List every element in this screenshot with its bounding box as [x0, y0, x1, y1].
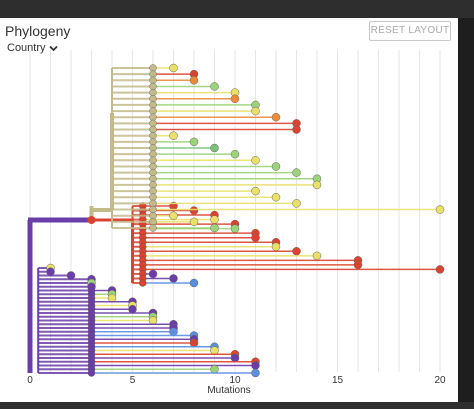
tree-node[interactable] — [149, 150, 157, 158]
x-tick-label: 20 — [434, 375, 446, 384]
tip-node[interactable] — [107, 293, 117, 303]
tip-node[interactable] — [189, 278, 199, 288]
tree-node[interactable] — [149, 218, 157, 226]
tip-node[interactable] — [210, 223, 219, 233]
x-tick-label: 5 — [130, 375, 136, 384]
tip-node[interactable] — [251, 106, 260, 116]
tree-node[interactable] — [87, 216, 96, 224]
tree-node[interactable] — [149, 211, 157, 220]
reset-layout-button[interactable]: RESET LAYOUT — [369, 21, 451, 41]
tip-node[interactable] — [169, 327, 178, 336]
tree-node[interactable] — [149, 181, 157, 189]
tip-node[interactable] — [169, 63, 178, 73]
tip-node[interactable] — [210, 143, 219, 153]
tree-node[interactable] — [149, 131, 157, 140]
tip-node[interactable] — [169, 131, 178, 140]
tip-node[interactable] — [189, 76, 199, 85]
tip-node[interactable] — [169, 211, 178, 220]
tree-node[interactable] — [149, 199, 157, 208]
tip-node[interactable] — [271, 192, 281, 202]
tree-node[interactable] — [149, 162, 157, 171]
tree-node[interactable] — [149, 76, 157, 85]
tip-node[interactable] — [169, 274, 178, 283]
tip-node[interactable] — [189, 206, 199, 215]
tip-node[interactable] — [189, 217, 199, 227]
color-by-dropdown[interactable]: Country — [7, 42, 58, 54]
tree-node[interactable] — [149, 113, 157, 121]
phylogeny-panel: Phylogeny Country RESET LAYOUT 0 5 10 15 20 … — [0, 18, 458, 402]
tip-node[interactable] — [251, 186, 260, 196]
tree-node[interactable] — [149, 187, 157, 195]
tip-node[interactable] — [189, 137, 199, 147]
tip-node[interactable] — [251, 156, 260, 165]
tip-node[interactable] — [312, 251, 322, 261]
tip-node[interactable] — [230, 149, 240, 159]
tip-node[interactable] — [353, 260, 363, 270]
tree-node[interactable] — [149, 125, 157, 134]
tip-node[interactable] — [292, 247, 301, 256]
tip-node[interactable] — [292, 168, 301, 177]
tree-node[interactable] — [149, 107, 157, 115]
tree-node[interactable] — [149, 95, 157, 103]
tip-node[interactable] — [210, 82, 219, 91]
tip-node[interactable] — [435, 205, 445, 214]
tip-node[interactable] — [292, 199, 301, 208]
tip-node[interactable] — [271, 162, 281, 171]
tree-node[interactable] — [149, 70, 157, 78]
tip-node[interactable] — [312, 180, 322, 190]
tree-node[interactable] — [149, 156, 157, 165]
tree-node[interactable] — [87, 369, 96, 377]
panel-title: Phylogeny — [5, 23, 71, 39]
tip-node[interactable] — [251, 368, 260, 378]
tip-node[interactable] — [210, 346, 219, 355]
tree-node[interactable] — [149, 144, 157, 152]
x-tick-label: 15 — [332, 375, 344, 384]
phylogeny-tree[interactable]: 0 5 10 15 20 — [0, 38, 458, 384]
tree-node[interactable] — [149, 224, 157, 232]
x-tick-label: 10 — [229, 375, 241, 384]
tip-node[interactable] — [189, 338, 199, 348]
tree-node[interactable] — [149, 101, 157, 109]
chevron-down-icon — [48, 45, 58, 51]
tip-node[interactable] — [210, 365, 219, 374]
tip-node[interactable] — [148, 316, 158, 325]
x-tick-label: 0 — [27, 375, 33, 384]
tip-node[interactable] — [251, 361, 260, 370]
color-by-label: Country — [7, 42, 46, 54]
tip-node[interactable] — [230, 224, 240, 233]
tree-node[interactable] — [139, 279, 147, 287]
tip-node[interactable] — [230, 353, 240, 363]
tip-node[interactable] — [148, 269, 158, 279]
tree-node[interactable] — [149, 88, 157, 97]
tip-node[interactable] — [251, 233, 260, 242]
tip-node[interactable] — [271, 242, 281, 252]
tree-node[interactable] — [149, 205, 157, 214]
window-edge — [458, 18, 474, 402]
tip-node[interactable] — [435, 265, 445, 274]
tree-node[interactable] — [149, 193, 157, 201]
tip-node[interactable] — [292, 125, 301, 134]
x-axis-label: Mutations — [207, 385, 251, 396]
tip-node[interactable] — [230, 94, 240, 104]
tree-node[interactable] — [149, 138, 157, 146]
tip-node[interactable] — [271, 112, 281, 122]
tip-node[interactable] — [210, 215, 219, 224]
tree-node[interactable] — [149, 119, 157, 128]
tree-node[interactable] — [149, 175, 157, 183]
tip-node[interactable] — [128, 305, 137, 314]
tree-node[interactable] — [149, 82, 157, 91]
tree-node[interactable] — [149, 64, 157, 72]
tree-node[interactable] — [149, 168, 157, 177]
